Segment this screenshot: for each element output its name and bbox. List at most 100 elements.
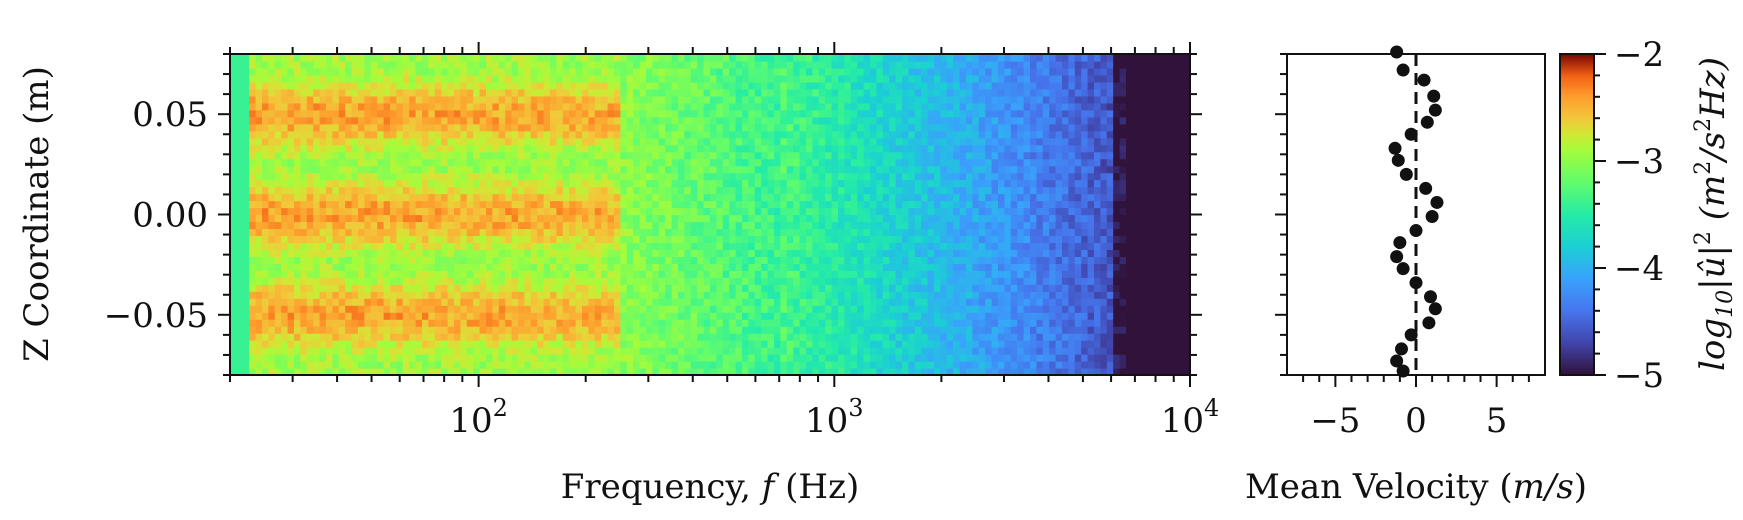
heatmap-cell: [255, 305, 263, 313]
heatmap-cell: [658, 123, 666, 132]
heatmap-cell: [486, 151, 493, 160]
heatmap-cell: [556, 165, 564, 174]
heatmap-cell: [428, 186, 436, 195]
heatmap-cell: [863, 298, 871, 306]
heatmap-cell: [633, 116, 641, 125]
heatmap-cell: [857, 88, 865, 97]
heatmap-cell: [902, 340, 909, 348]
heatmap-cell: [332, 214, 340, 223]
heatmap-cell: [518, 67, 525, 76]
heatmap-cell: [774, 319, 781, 327]
heatmap-cell: [799, 137, 807, 146]
heatmap-cell: [806, 263, 813, 271]
heatmap-cell: [313, 228, 321, 237]
heatmap-cell: [338, 130, 346, 139]
heatmap-cell: [390, 249, 397, 257]
heatmap-cell: [582, 214, 589, 223]
heatmap-cell: [550, 186, 557, 195]
heatmap-cell: [530, 207, 538, 216]
heatmap-cell: [236, 277, 244, 285]
heatmap-cell: [313, 305, 321, 313]
heatmap-cell: [537, 291, 545, 299]
heatmap-cell: [607, 74, 615, 83]
heatmap-cell: [857, 368, 865, 375]
heatmap-cell: [697, 123, 705, 132]
heatmap-cell: [857, 123, 865, 132]
heatmap-cell: [902, 54, 909, 62]
heatmap-cell: [799, 144, 807, 153]
heatmap-cell: [434, 158, 442, 167]
heatmap-cell: [767, 95, 775, 104]
heatmap-cell: [614, 74, 621, 83]
heatmap-cell: [914, 284, 922, 292]
heatmap-cell: [665, 277, 673, 285]
heatmap-cell: [319, 312, 327, 320]
heatmap-cell: [767, 165, 775, 174]
heatmap-cell: [268, 354, 276, 362]
heatmap-cell: [652, 242, 660, 250]
heatmap-cell: [633, 354, 641, 362]
heatmap-cell: [518, 214, 525, 223]
heatmap-cell: [863, 109, 871, 118]
heatmap-cell: [530, 361, 538, 369]
heatmap-cell: [434, 270, 442, 278]
heatmap-cell: [383, 200, 391, 209]
heatmap-cell: [902, 95, 909, 104]
heatmap-cell: [486, 67, 493, 76]
heatmap-cell: [358, 354, 365, 362]
heatmap-cell: [825, 333, 833, 341]
heatmap-cell: [434, 319, 442, 327]
heatmap-cell: [492, 81, 500, 90]
heatmap-cell: [838, 116, 845, 125]
heatmap-cell: [844, 305, 852, 313]
heatmap-cell: [710, 333, 717, 341]
heatmap-cell: [326, 130, 333, 139]
heatmap-cell: [332, 333, 340, 341]
heatmap-cell: [479, 102, 487, 111]
heatmap-cell: [799, 242, 807, 250]
heatmap-cell: [319, 186, 327, 195]
heatmap-cell: [479, 158, 487, 167]
heatmap-cell: [326, 277, 333, 285]
heatmap-cell: [422, 102, 429, 111]
heatmap-cell: [377, 165, 385, 174]
heatmap-cell: [409, 368, 417, 375]
heatmap-cell: [786, 242, 794, 250]
heatmap-cell: [710, 312, 717, 320]
heatmap-cell: [575, 298, 583, 306]
heatmap-cell: [562, 165, 570, 174]
heatmap-cell: [441, 340, 449, 348]
heatmap-cell: [620, 284, 628, 292]
heatmap-cell: [377, 347, 385, 355]
heatmap-cell: [492, 54, 500, 62]
heatmap-cell: [562, 298, 570, 306]
heatmap-cell: [562, 109, 570, 118]
heatmap-cell: [511, 54, 519, 62]
heatmap-cell: [454, 81, 461, 90]
heatmap-cell: [370, 144, 378, 153]
heatmap-cell: [262, 54, 269, 62]
heatmap-cell: [543, 179, 551, 188]
heatmap-cell: [575, 130, 583, 139]
heatmap-cell: [786, 179, 794, 188]
heatmap-cell: [735, 109, 743, 118]
heatmap-cell: [313, 270, 321, 278]
heatmap-cell: [498, 109, 506, 118]
heatmap-cell: [281, 221, 289, 230]
heatmap-cell: [639, 54, 647, 62]
heatmap-cell: [626, 172, 634, 181]
heatmap-cell: [735, 326, 743, 334]
heatmap-cell: [870, 81, 877, 90]
heatmap-cell: [742, 277, 749, 285]
heatmap-cell: [735, 312, 743, 320]
heatmap-cell: [274, 326, 282, 334]
heatmap-cell: [486, 221, 493, 230]
heatmap-cell: [588, 74, 596, 83]
heatmap-cell: [646, 137, 653, 146]
heatmap-cell: [844, 144, 852, 153]
heatmap-cell: [748, 326, 756, 334]
heatmap-cell: [684, 102, 692, 111]
heatmap-cell: [908, 333, 916, 341]
heatmap-cell: [902, 242, 909, 250]
heatmap-cell: [524, 326, 532, 334]
